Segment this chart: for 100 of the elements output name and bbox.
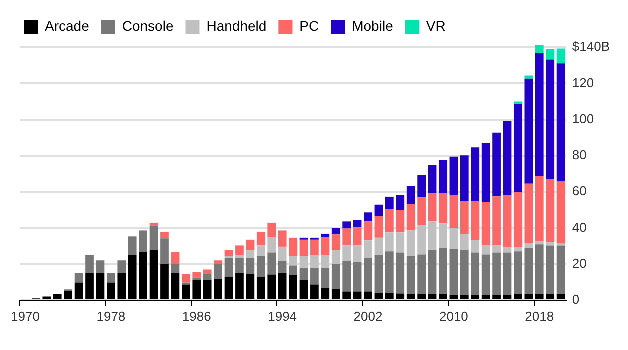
bar: [460, 250, 469, 295]
bar: [450, 195, 458, 228]
x-tick-label: 1978: [96, 308, 126, 324]
bar: [514, 104, 522, 192]
bar: [514, 192, 522, 247]
bar: [556, 48, 566, 64]
bar: [246, 258, 255, 274]
bar: [406, 230, 416, 256]
bar: [321, 237, 330, 256]
bar: [332, 264, 340, 290]
legend-label: Arcade: [45, 18, 90, 34]
bar: [353, 220, 362, 228]
bar: [353, 262, 362, 292]
bar: [96, 260, 105, 274]
x-tick-label: 2010: [439, 308, 468, 324]
bar: [278, 230, 287, 247]
bar: [471, 148, 480, 202]
bar: [418, 254, 426, 294]
bar: [428, 222, 437, 250]
bar: [546, 246, 555, 294]
bar: [535, 244, 544, 294]
bar: [300, 240, 308, 256]
bar: [524, 76, 534, 79]
bar: [386, 209, 394, 233]
bar: [268, 222, 276, 238]
bar: [300, 268, 308, 280]
bar: [128, 236, 137, 256]
bar: [214, 260, 222, 264]
x-tick-label: 2002: [354, 308, 383, 324]
y-tick-label: $140B: [572, 39, 610, 54]
bar: [332, 250, 340, 264]
bar: [364, 222, 372, 241]
bar: [150, 226, 158, 250]
bar: [107, 272, 116, 283]
bar: [192, 278, 202, 281]
bar: [418, 225, 426, 255]
bar: [214, 264, 222, 280]
bar: [556, 181, 566, 244]
bar: [535, 45, 544, 54]
bar: [160, 238, 169, 264]
bar: [450, 228, 458, 250]
y-tick-label: 20: [572, 256, 587, 271]
bar: [192, 272, 202, 278]
bar: [289, 238, 298, 256]
bar: [492, 246, 501, 253]
bar: [246, 240, 255, 250]
bar: [396, 210, 405, 233]
bar: [450, 156, 458, 196]
bar: [118, 260, 126, 274]
bar: [256, 232, 266, 246]
y-tick-label: 100: [572, 111, 594, 126]
bar: [268, 252, 276, 275]
bar: [374, 238, 384, 256]
bar: [364, 240, 372, 258]
bar: [278, 261, 287, 274]
y-tick-label: 40: [572, 220, 587, 235]
bar: [428, 250, 437, 294]
legend-label: Console: [122, 18, 174, 34]
bar: [374, 255, 384, 293]
bar: [406, 204, 416, 231]
bar: [364, 258, 372, 292]
bar: [300, 256, 308, 268]
bar: [256, 246, 266, 256]
bar: [386, 252, 394, 293]
bar: [418, 198, 426, 226]
bar: [503, 195, 512, 247]
bar: [471, 252, 480, 295]
bar: [332, 228, 340, 235]
bar: [224, 250, 234, 256]
bar: [428, 193, 437, 222]
bar: [418, 175, 426, 198]
bar: [310, 268, 319, 285]
bar: [342, 228, 352, 246]
bar: [278, 246, 287, 262]
bar: [256, 256, 266, 277]
bar: [236, 255, 244, 258]
bar: [310, 240, 319, 256]
bar: [524, 243, 534, 248]
bar: [482, 246, 490, 255]
bar: [492, 252, 501, 295]
bar: [386, 232, 394, 252]
bar: [471, 240, 480, 253]
y-tick-label: 80: [572, 148, 587, 163]
x-tick-label: 2018: [525, 308, 554, 324]
bar: [342, 246, 352, 262]
bar: [450, 249, 458, 295]
bar: [503, 121, 512, 196]
y-tick-label: 60: [572, 184, 587, 199]
bar: [535, 176, 544, 241]
bar: [353, 228, 362, 246]
bar: [535, 53, 544, 176]
bar: [203, 274, 212, 280]
bar: [396, 195, 405, 210]
bar: [482, 143, 490, 203]
bar: [439, 224, 448, 248]
bar: [482, 254, 490, 295]
bar: [524, 78, 534, 184]
bar: [236, 258, 244, 274]
bar: [386, 196, 394, 210]
bar: [514, 246, 522, 252]
